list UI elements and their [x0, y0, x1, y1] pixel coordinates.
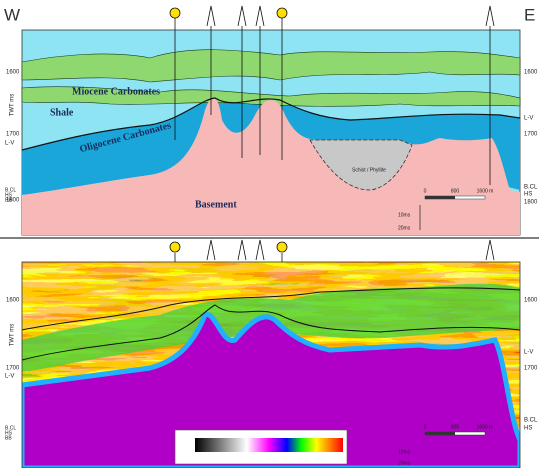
horizon-label: HS [524, 192, 532, 198]
tick-label: 1700 [524, 366, 538, 372]
scale-label: 10ms [398, 212, 411, 218]
bottom-panel: 1600 1700 TWT ms L-V B.CL HS BB 1600 170… [5, 240, 538, 468]
tick-label: 1600 [6, 70, 20, 76]
horizon-label: L-V [5, 141, 14, 147]
axis-title: TWT ms [10, 324, 16, 347]
scale-label: 0 [424, 424, 427, 430]
axis-title: TWT ms [10, 94, 16, 117]
tick-label: 1600 [6, 298, 20, 304]
color-bar [195, 438, 343, 452]
scale-label: 1600 m [477, 188, 494, 194]
scale-label: 1600 m [477, 424, 494, 430]
scale-label: 800 [451, 424, 460, 430]
west-label: W [4, 5, 20, 24]
wells [170, 240, 494, 262]
tick-label: 1700 [524, 132, 538, 138]
scale-label: 10ms [398, 449, 411, 455]
tick-label: 1600 [524, 298, 538, 304]
horizon-label: HS [524, 426, 532, 432]
horizon-label: BB [5, 435, 12, 441]
horizon-label: B.CL [524, 185, 538, 191]
unit-label: Shale [50, 107, 74, 118]
horizon-label: B.CL [524, 418, 538, 424]
scale-label: 20ms [398, 460, 411, 466]
figure: W E Miocene Carbonates Shale Oligocene C… [0, 0, 539, 468]
east-label: E [524, 5, 535, 24]
horizon-label: L-V [524, 116, 533, 122]
scale-label: 0 [424, 188, 427, 194]
scale-label: 800 [451, 188, 460, 194]
scale-label: 20ms [398, 225, 411, 231]
horizon-label: BB [5, 197, 12, 203]
tick-label: 1700 [6, 366, 20, 372]
top-panel: W E Miocene Carbonates Shale Oligocene C… [4, 5, 538, 235]
unit-label: Basement [195, 199, 237, 210]
unit-label: Miocene Carbonates [72, 86, 160, 97]
unit-label: Schist / Phyllite [352, 167, 386, 173]
tick-label: 1600 [524, 70, 538, 76]
horizon-label: L-V [524, 350, 533, 356]
horizon-label: L-V [5, 374, 14, 380]
tick-label: 1700 [6, 132, 20, 138]
tick-label: 1800 [524, 200, 538, 206]
